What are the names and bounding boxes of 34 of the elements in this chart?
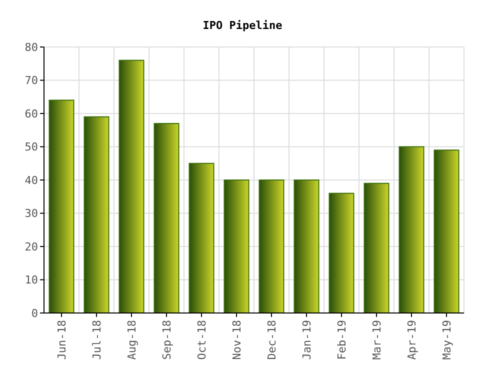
x-tick-label: May-19	[440, 320, 454, 360]
bar	[434, 150, 460, 314]
x-tick-label: Feb-19	[336, 320, 348, 360]
x-tick-label: Dec-18	[266, 320, 278, 360]
bar	[328, 192, 354, 314]
bar	[48, 100, 74, 314]
x-tick-label: Jul-18	[90, 320, 104, 360]
x-tick-label: Nov-18	[230, 320, 244, 360]
x-tick-label: Jan-19	[300, 320, 314, 360]
bar	[224, 180, 250, 314]
bar	[84, 116, 110, 314]
x-tick-label: Aug-18	[126, 320, 138, 360]
y-tick-label: 30	[24, 207, 38, 220]
x-tick-label: Oct-18	[196, 320, 208, 360]
bar	[118, 60, 144, 314]
y-tick-label: 50	[24, 140, 38, 154]
y-tick-label: 20	[24, 240, 38, 254]
y-tick-label: 60	[24, 107, 38, 120]
chart-title: IPO Pipeline	[202, 19, 283, 32]
bar	[398, 146, 424, 314]
y-tick-label: 70	[24, 74, 38, 88]
bar	[188, 162, 214, 314]
y-tick-label: 0	[31, 306, 38, 320]
y-tick-label: 40	[24, 174, 38, 187]
bar	[294, 180, 320, 314]
x-tick-label: Jun-18	[56, 320, 68, 360]
bar	[154, 122, 180, 314]
bar	[364, 182, 390, 314]
y-tick-label: 80	[24, 40, 38, 54]
x-tick-label: Apr-19	[406, 320, 418, 360]
x-tick-label: Mar-19	[370, 320, 384, 360]
x-tick-label: Sep-18	[160, 320, 174, 360]
y-tick-label: 10	[24, 274, 38, 287]
bar	[258, 180, 284, 314]
